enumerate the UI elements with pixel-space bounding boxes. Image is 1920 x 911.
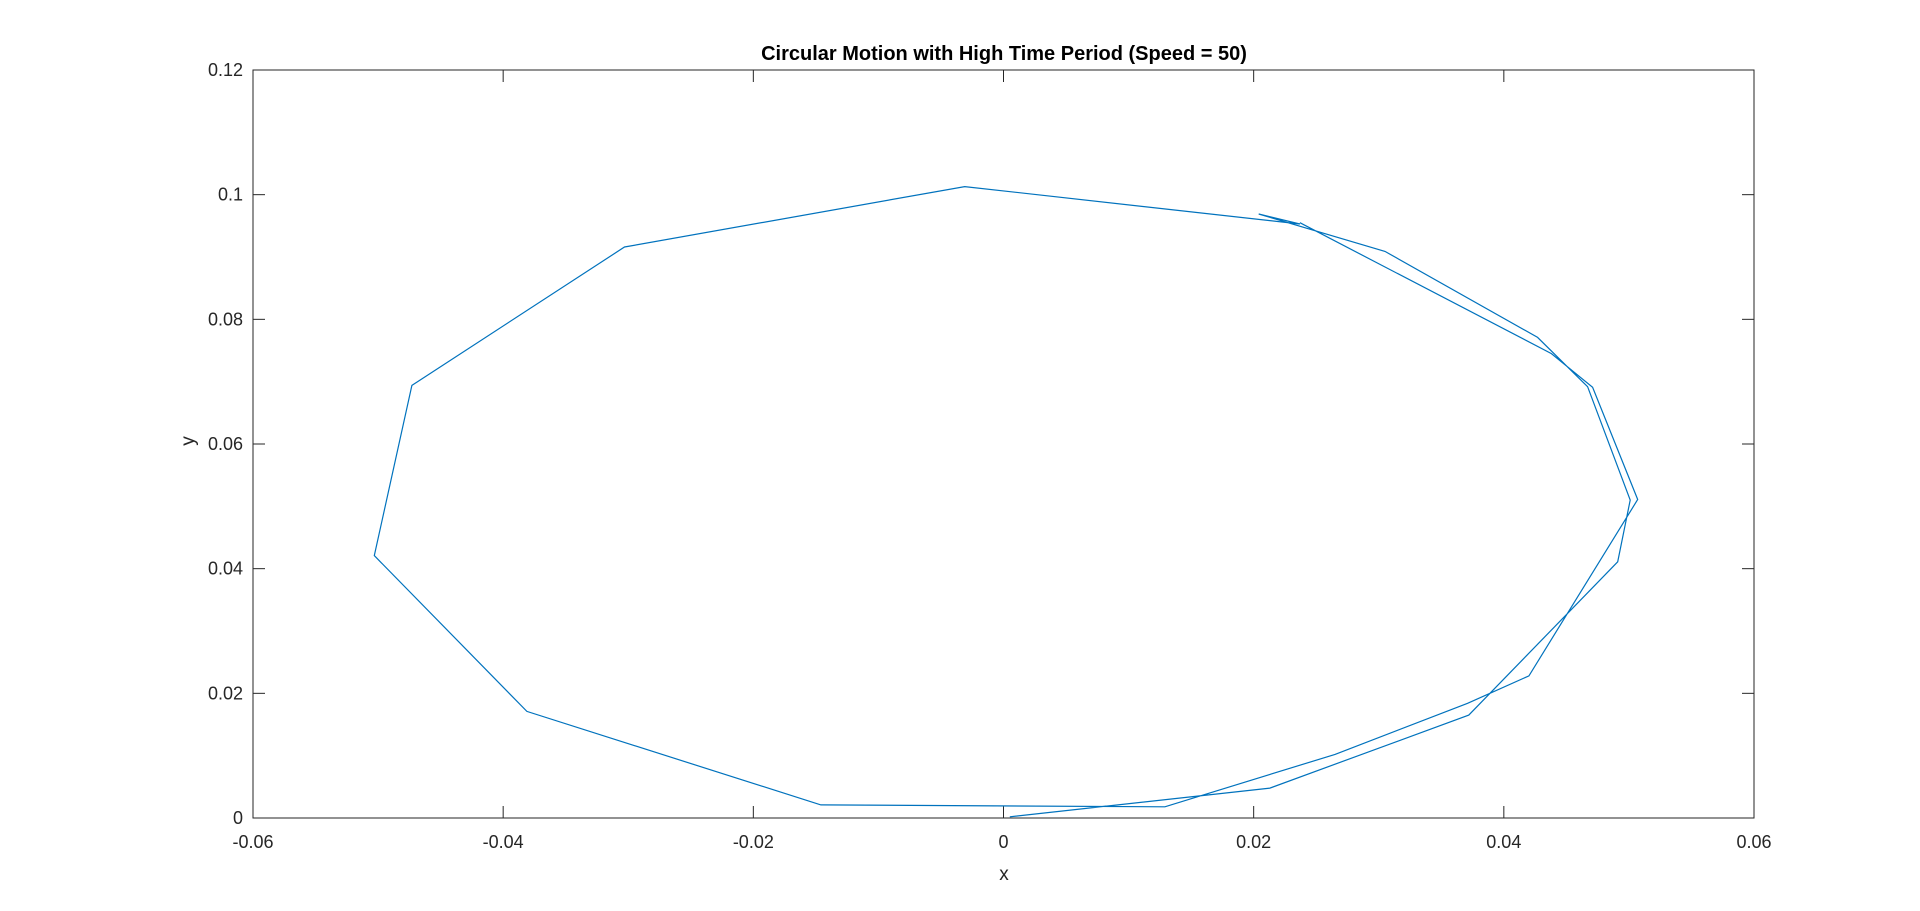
x-tick-label: 0.06 bbox=[1736, 832, 1771, 852]
y-tick-label: 0.1 bbox=[218, 185, 243, 205]
y-axis-label: y bbox=[178, 436, 199, 446]
y-tick-label: 0.12 bbox=[208, 60, 243, 80]
x-tick-label: 0 bbox=[998, 832, 1008, 852]
x-tick-label: -0.04 bbox=[483, 832, 524, 852]
x-tick-label: 0.02 bbox=[1236, 832, 1271, 852]
y-tick-label: 0.08 bbox=[208, 309, 243, 329]
y-tick-label: 0.06 bbox=[208, 434, 243, 454]
x-tick-label: 0.04 bbox=[1486, 832, 1521, 852]
y-tick-label: 0.04 bbox=[208, 559, 243, 579]
y-tick-label: 0.02 bbox=[208, 683, 243, 703]
x-tick-label: -0.06 bbox=[232, 832, 273, 852]
series-line bbox=[373, 185, 1639, 818]
ticks-layer: -0.06 -0.04 -0.02 0 0.02 0.04 0.06 0 0.02 0.04 0.0… bbox=[208, 60, 1772, 852]
series-layer bbox=[373, 185, 1639, 818]
y-tick-label: 0 bbox=[233, 808, 243, 828]
x-axis-label: x bbox=[999, 864, 1009, 885]
x-tick-label: -0.02 bbox=[733, 832, 774, 852]
axes-box bbox=[252, 69, 1755, 819]
chart-title: Circular Motion with High Time Period (S… bbox=[761, 43, 1247, 65]
